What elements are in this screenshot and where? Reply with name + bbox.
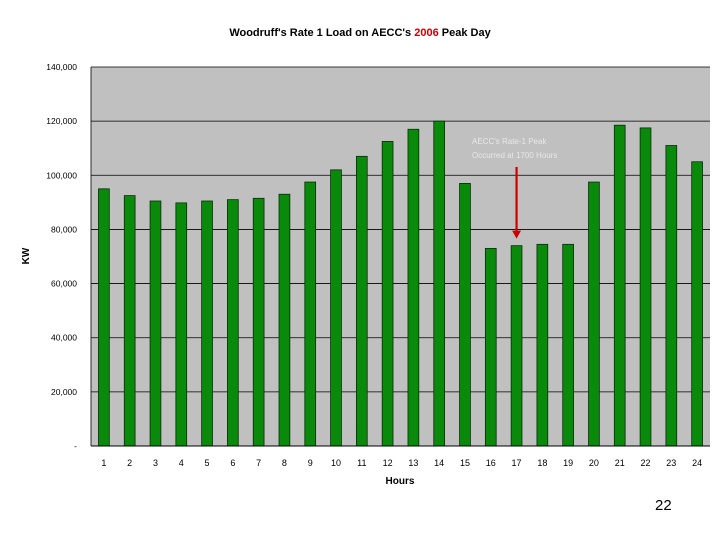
x-tick-label: 2 (127, 458, 132, 468)
y-tick-label: 140,000 (46, 62, 77, 72)
x-tick-label: 8 (282, 458, 287, 468)
bar-hour-10 (330, 169, 342, 447)
x-tick-label: 18 (537, 458, 547, 468)
x-tick-label: 5 (205, 458, 210, 468)
x-tick-label: 22 (641, 458, 651, 468)
y-tick-label: - (74, 441, 77, 451)
bar-hour-19 (562, 243, 574, 447)
x-tick-label: 23 (666, 458, 676, 468)
bars (98, 120, 703, 447)
bar-hour-11 (355, 155, 368, 447)
bar-hour-2 (123, 195, 136, 447)
bar-hour-22 (639, 127, 652, 447)
x-tick-label: 19 (563, 458, 573, 468)
x-tick-label: 3 (153, 458, 158, 468)
y-tick-label: 80,000 (51, 224, 77, 234)
bar-hour-21 (613, 124, 626, 447)
y-tick-label: 20,000 (51, 387, 77, 397)
y-tick-label: 40,000 (51, 333, 77, 343)
x-tick-label: 16 (486, 458, 496, 468)
y-tick-label: 60,000 (51, 279, 77, 289)
x-tick-label: 9 (308, 458, 313, 468)
y-axis-label: KW (21, 247, 32, 264)
x-tick-label: 20 (589, 458, 599, 468)
bar-hour-16 (484, 247, 497, 447)
x-tick-label: 17 (512, 458, 522, 468)
annotation-line-1: AECC's Rate-1 Peak (472, 137, 547, 146)
chart-title-year: 2006 (414, 27, 438, 39)
y-tick-label: 120,000 (46, 116, 77, 126)
chart-title: Woodruff's Rate 1 Load on AECC's 2006 Pe… (229, 27, 491, 39)
x-tick-label: 1 (101, 458, 106, 468)
x-tick-label: 21 (615, 458, 625, 468)
x-tick-label: 24 (692, 458, 702, 468)
peak-annotation: AECC's Rate-1 Peak Occurred at 1700 Hour… (472, 137, 557, 239)
bar-hour-18 (536, 243, 549, 447)
bar-hour-15 (459, 183, 471, 447)
bar-hour-1 (98, 188, 110, 447)
chart-title-after: Peak Day (439, 27, 492, 39)
gridlines (91, 66, 710, 393)
bar-hour-17 (510, 245, 523, 447)
bar-hour-12 (381, 141, 394, 447)
x-tick-labels: 1 2 3 4 5 6 7 8 9 10 11 12 13 14 15 16 17 18 19 20 21 22 23 24 (101, 458, 702, 468)
x-tick-label: 10 (331, 458, 341, 468)
x-tick-label: 14 (434, 458, 444, 468)
bar-hour-9 (304, 181, 317, 447)
x-tick-label: 7 (256, 458, 261, 468)
bar-hour-24 (691, 161, 703, 447)
bar-hour-5 (201, 200, 213, 447)
chart-title-before: Woodruff's Rate 1 Load on AECC's (229, 27, 414, 39)
page-number: 22 (655, 497, 672, 514)
bar-hour-20 (588, 181, 600, 447)
x-tick-label: 12 (383, 458, 393, 468)
bar-hour-6 (227, 199, 239, 447)
annotation-line-2: Occurred at 1700 Hours (472, 151, 557, 160)
x-axis-label: Hours (386, 476, 415, 487)
bar-hour-7 (252, 197, 265, 447)
bar-hour-4 (175, 202, 188, 447)
plot-area (91, 67, 710, 446)
y-tick-labels: - 20,000 40,000 60,000 80,000 100,000 120,000 1… (46, 62, 77, 451)
bar-hour-8 (278, 193, 291, 447)
bar-hour-23 (665, 145, 678, 447)
bar-hour-3 (149, 200, 162, 447)
x-tick-label: 15 (460, 458, 470, 468)
bar-hour-13 (407, 128, 420, 447)
y-tick-label: 100,000 (46, 170, 77, 180)
x-tick-label: 6 (230, 458, 235, 468)
x-tick-label: 4 (179, 458, 184, 468)
x-tick-label: 13 (408, 458, 418, 468)
bar-hour-14 (433, 120, 446, 447)
arrow-head (512, 230, 522, 239)
x-tick-label: 11 (357, 458, 366, 468)
peak-arrow (512, 167, 522, 239)
